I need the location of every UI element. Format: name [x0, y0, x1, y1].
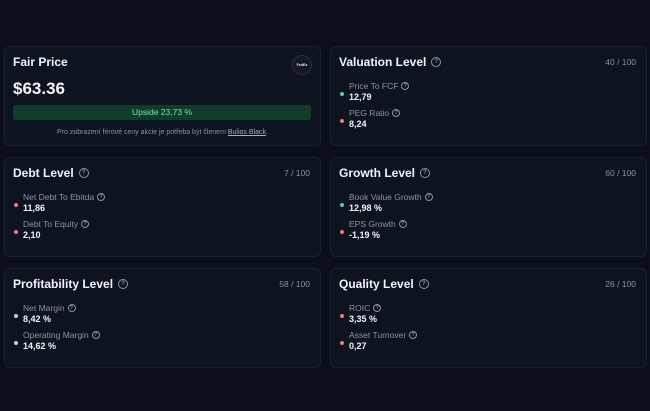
- quality-level-card: Quality Level? 26 / 100 ROIC? 3,35 % Ass…: [330, 268, 647, 368]
- help-icon[interactable]: ?: [431, 57, 442, 67]
- debt-level-title: Debt Level?: [13, 166, 89, 180]
- status-dot: [14, 230, 18, 234]
- help-icon[interactable]: ?: [418, 279, 429, 289]
- help-icon[interactable]: ?: [373, 304, 382, 312]
- profitability-level-title: Profitability Level?: [13, 277, 129, 291]
- status-dot: [340, 230, 344, 234]
- status-dot: [340, 314, 344, 318]
- status-dot: [340, 92, 344, 96]
- growth-level-card: Growth Level? 60 / 100 Book Value Growth…: [330, 157, 647, 257]
- status-dot: [340, 341, 344, 345]
- growth-level-title: Growth Level?: [339, 166, 431, 180]
- help-icon[interactable]: ?: [91, 331, 100, 339]
- growth-score: 60 / 100: [605, 168, 636, 178]
- profitability-level-card: Profitability Level? 58 / 100 Net Margin…: [4, 268, 321, 368]
- quality-score: 26 / 100: [605, 279, 636, 289]
- help-icon[interactable]: ?: [97, 193, 106, 201]
- help-icon[interactable]: ?: [81, 220, 90, 228]
- help-icon[interactable]: ?: [401, 82, 410, 90]
- fair-price-value: $63.36: [13, 79, 65, 98]
- quality-level-title: Quality Level?: [339, 277, 429, 291]
- status-dot: [340, 203, 344, 207]
- profitability-score: 58 / 100: [279, 279, 310, 289]
- valuation-level-title: Valuation Level?: [339, 55, 442, 69]
- debt-score: 7 / 100: [284, 168, 310, 178]
- status-dot: [14, 341, 18, 345]
- help-icon[interactable]: ?: [118, 279, 129, 289]
- valuation-level-card: Valuation Level? 40 / 100 Price To FCF? …: [330, 46, 647, 146]
- bulios-black-link[interactable]: Bulios Black: [227, 129, 266, 136]
- help-icon[interactable]: ?: [409, 331, 418, 339]
- upside-badge: Upside 23,73 %: [13, 105, 311, 120]
- help-icon[interactable]: ?: [392, 109, 401, 117]
- status-dot: [14, 203, 18, 207]
- help-icon[interactable]: ?: [67, 304, 76, 312]
- status-dot: [340, 119, 344, 123]
- fair-price-card: Fair Price FedEx $63.36 Upside 23,73 % P…: [4, 46, 321, 146]
- status-dot: [14, 314, 18, 318]
- company-logo: FedEx: [292, 55, 312, 75]
- membership-note: Pro zobrazení férové ceny akcie je potře…: [57, 129, 268, 136]
- fair-price-title: Fair Price: [13, 55, 68, 69]
- help-icon[interactable]: ?: [424, 193, 433, 201]
- help-icon[interactable]: ?: [420, 168, 431, 178]
- debt-level-card: Debt Level? 7 / 100 Net Debt To Ebitda? …: [4, 157, 321, 257]
- help-icon[interactable]: ?: [398, 220, 407, 228]
- help-icon[interactable]: ?: [78, 168, 89, 178]
- valuation-score: 40 / 100: [605, 57, 636, 67]
